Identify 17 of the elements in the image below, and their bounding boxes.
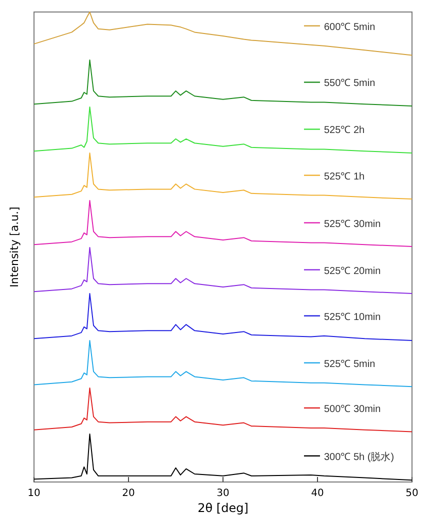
x-tick-label: 20: [122, 488, 135, 499]
x-tick-label: 50: [406, 488, 418, 499]
x-tick-label: 10: [28, 488, 40, 499]
legend-label: 300℃ 5h (脱水): [324, 450, 394, 463]
legend-label: 525℃ 10min: [324, 312, 381, 323]
legend-label: 550℃ 5min: [324, 78, 376, 90]
legend-label: 525℃ 20min: [324, 266, 381, 277]
x-tick-label: 30: [216, 488, 230, 499]
legend-label: 525℃ 5min: [324, 358, 376, 370]
legend-label: 525℃ 1h: [324, 171, 365, 182]
legend-label: 525℃ 30min: [324, 218, 381, 230]
x-tick-label: 40: [311, 488, 324, 499]
legend-label: 525℃ 2h: [324, 125, 365, 136]
y-axis-title: Intensity [a.u.]: [8, 206, 21, 288]
legend-label: 600℃ 5min: [324, 22, 376, 33]
x-axis-title: 2θ [deg]: [198, 501, 248, 515]
legend-label: 500℃ 30min: [324, 404, 381, 415]
